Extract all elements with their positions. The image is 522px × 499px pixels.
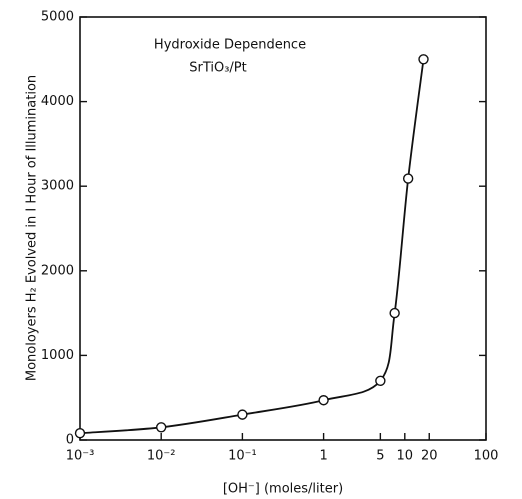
x-axis-label: [OH⁻] (moles/liter) (223, 482, 343, 497)
annotation: SrTiO₃/Pt (189, 61, 247, 76)
x-tick-label: 10 (397, 449, 414, 464)
y-tick-label: 1000 (41, 348, 74, 363)
annotation: Hydroxide Dependence (154, 38, 306, 53)
data-point (418, 54, 429, 65)
y-tick-label: 4000 (41, 94, 74, 109)
data-point (389, 307, 400, 319)
x-tick-label: 20 (421, 449, 438, 464)
data-point (237, 409, 248, 420)
x-tick-label: 1 (319, 449, 327, 464)
data-point (318, 395, 329, 406)
y-tick-label: 3000 (41, 179, 74, 194)
y-tick-label: 0 (66, 433, 74, 448)
data-line (79, 59, 425, 435)
data-point (375, 375, 386, 386)
y-tick-label: 2000 (41, 263, 74, 278)
x-tick-label: 5 (376, 449, 384, 464)
x-tick-label: 10⁻² (147, 449, 176, 464)
data-point (155, 422, 167, 433)
x-tick-label: 10⁻³ (66, 449, 95, 464)
x-tick-label: 10⁻¹ (228, 449, 257, 464)
x-tick-label: 100 (474, 449, 499, 464)
y-axis-label: Monoloyers H₂ Evolved in I Hour of Illum… (25, 75, 40, 381)
plot-frame (79, 16, 487, 441)
y-tick-label: 5000 (41, 10, 74, 25)
data-point (74, 428, 86, 439)
data-point (402, 173, 414, 184)
